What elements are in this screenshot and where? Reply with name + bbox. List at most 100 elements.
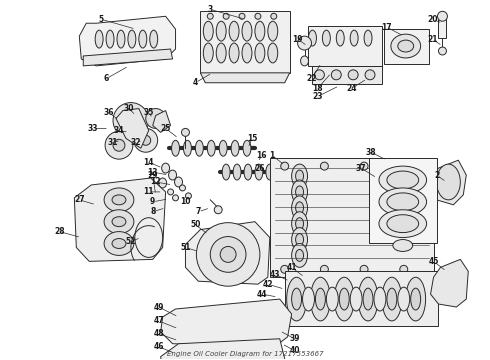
Polygon shape	[74, 178, 166, 261]
Ellipse shape	[339, 288, 349, 310]
Text: 7: 7	[196, 207, 201, 216]
Ellipse shape	[185, 193, 192, 199]
Ellipse shape	[309, 30, 317, 46]
Text: 3: 3	[208, 5, 213, 14]
Text: 46: 46	[153, 342, 164, 351]
Text: 48: 48	[153, 329, 164, 338]
Polygon shape	[431, 260, 468, 307]
Ellipse shape	[393, 239, 413, 251]
Text: 1: 1	[269, 151, 274, 160]
Text: 37: 37	[356, 163, 367, 172]
Bar	[308, 26, 382, 66]
Polygon shape	[200, 73, 290, 83]
Text: 30: 30	[123, 104, 134, 113]
Text: 38: 38	[366, 148, 376, 157]
Ellipse shape	[268, 21, 278, 41]
Ellipse shape	[162, 163, 170, 173]
Ellipse shape	[112, 217, 126, 227]
Ellipse shape	[387, 193, 418, 211]
Ellipse shape	[255, 43, 265, 63]
Ellipse shape	[326, 287, 338, 311]
Text: 17: 17	[382, 23, 392, 32]
Ellipse shape	[104, 231, 134, 255]
Ellipse shape	[398, 287, 410, 311]
Ellipse shape	[295, 186, 303, 198]
Ellipse shape	[271, 13, 277, 19]
Text: 4: 4	[193, 78, 198, 87]
Ellipse shape	[358, 277, 378, 321]
Ellipse shape	[311, 277, 330, 321]
Ellipse shape	[181, 129, 190, 136]
Text: Engine Oil Cooler Diagram for 17217553667: Engine Oil Cooler Diagram for 1721755366…	[167, 351, 323, 357]
Ellipse shape	[222, 164, 230, 180]
Ellipse shape	[239, 13, 245, 19]
Ellipse shape	[216, 43, 226, 63]
Ellipse shape	[292, 164, 308, 188]
Ellipse shape	[105, 131, 133, 159]
Text: 39: 39	[290, 334, 300, 343]
Ellipse shape	[113, 103, 149, 138]
Ellipse shape	[223, 13, 229, 19]
Ellipse shape	[364, 30, 372, 46]
Ellipse shape	[400, 162, 408, 170]
Text: 14: 14	[144, 158, 154, 167]
Ellipse shape	[281, 265, 289, 273]
Ellipse shape	[229, 21, 239, 41]
Ellipse shape	[350, 30, 358, 46]
Text: 47: 47	[153, 316, 164, 325]
Ellipse shape	[196, 140, 203, 156]
Ellipse shape	[128, 30, 136, 48]
Text: 41: 41	[286, 263, 297, 272]
Bar	[313, 66, 382, 84]
Ellipse shape	[379, 166, 427, 194]
Text: 44: 44	[257, 289, 267, 298]
Polygon shape	[79, 16, 175, 66]
Text: 49: 49	[153, 302, 164, 311]
Text: 12: 12	[150, 177, 161, 186]
Ellipse shape	[243, 140, 251, 156]
Ellipse shape	[387, 288, 397, 310]
Ellipse shape	[334, 277, 354, 321]
Ellipse shape	[437, 164, 460, 200]
Ellipse shape	[331, 70, 341, 80]
Ellipse shape	[220, 247, 236, 262]
Ellipse shape	[281, 162, 289, 170]
Ellipse shape	[134, 129, 158, 152]
Ellipse shape	[174, 177, 182, 187]
Text: 21: 21	[427, 35, 438, 44]
Ellipse shape	[295, 202, 303, 214]
Text: 31: 31	[108, 138, 118, 147]
Text: 19: 19	[293, 35, 303, 44]
Text: 18: 18	[312, 84, 323, 93]
Text: 43: 43	[270, 270, 280, 279]
Ellipse shape	[350, 287, 362, 311]
Ellipse shape	[196, 223, 260, 286]
Ellipse shape	[233, 164, 241, 180]
Text: 6: 6	[103, 74, 109, 83]
Ellipse shape	[295, 234, 303, 246]
Text: 45: 45	[428, 257, 439, 266]
Ellipse shape	[295, 218, 303, 230]
Ellipse shape	[292, 243, 308, 267]
Ellipse shape	[379, 210, 427, 238]
Text: 25: 25	[160, 124, 171, 133]
Ellipse shape	[146, 109, 166, 129]
Ellipse shape	[242, 43, 252, 63]
Ellipse shape	[379, 188, 427, 216]
Bar	[439, 16, 446, 38]
Ellipse shape	[316, 288, 325, 310]
Text: 34: 34	[114, 126, 124, 135]
Text: 52: 52	[126, 237, 136, 246]
Ellipse shape	[169, 170, 176, 180]
Ellipse shape	[172, 195, 178, 201]
Ellipse shape	[297, 36, 312, 50]
Text: 22: 22	[306, 74, 317, 83]
Text: 5: 5	[98, 15, 104, 24]
Ellipse shape	[382, 277, 402, 321]
Ellipse shape	[255, 13, 261, 19]
Ellipse shape	[292, 180, 308, 204]
Ellipse shape	[255, 21, 265, 41]
Ellipse shape	[315, 70, 324, 80]
Ellipse shape	[106, 30, 114, 48]
Bar	[200, 11, 290, 73]
